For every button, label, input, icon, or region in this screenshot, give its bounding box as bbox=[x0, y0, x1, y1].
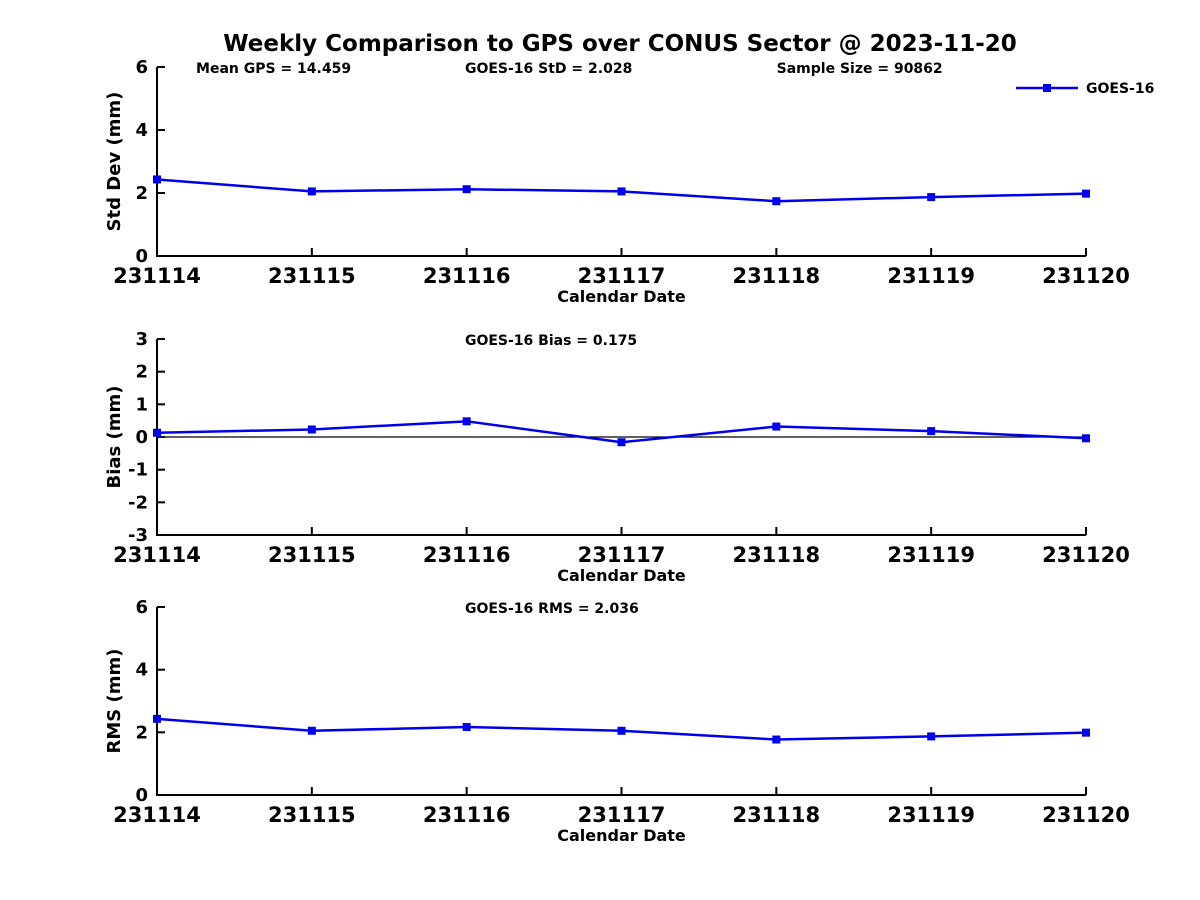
y-tick-label: 2 bbox=[135, 183, 148, 204]
y-tick-label: 0 bbox=[135, 246, 148, 267]
data-point-marker bbox=[1082, 434, 1090, 443]
legend-label: GOES-16 bbox=[1086, 81, 1154, 97]
y-tick-label: -3 bbox=[128, 525, 148, 546]
data-point-marker bbox=[617, 187, 626, 196]
x-tick-label: 231118 bbox=[732, 803, 820, 827]
y-tick-label: 0 bbox=[135, 785, 148, 806]
data-point-marker bbox=[1082, 728, 1090, 737]
data-point-marker bbox=[772, 197, 781, 206]
data-point-marker bbox=[617, 438, 626, 447]
x-tick-label: 231120 bbox=[1042, 543, 1130, 567]
annotation: GOES-16 Bias = 0.175 bbox=[465, 333, 637, 349]
y-axis-label: RMS (mm) bbox=[104, 649, 125, 754]
x-tick-label: 231116 bbox=[423, 803, 511, 827]
x-axis-label: Calendar Date bbox=[557, 287, 686, 306]
x-tick-label: 231117 bbox=[578, 543, 666, 567]
data-point-marker bbox=[772, 422, 781, 431]
annotation: Sample Size = 90862 bbox=[777, 61, 943, 77]
x-tick-label: 231119 bbox=[887, 543, 975, 567]
data-point-marker bbox=[153, 428, 161, 437]
data-point-marker bbox=[307, 425, 316, 434]
y-tick-label: -1 bbox=[128, 460, 148, 481]
x-tick-label: 231115 bbox=[268, 803, 356, 827]
y-tick-label: 4 bbox=[135, 660, 148, 681]
y-tick-label: 2 bbox=[135, 722, 148, 743]
x-tick-label: 231117 bbox=[578, 264, 666, 288]
x-tick-label: 231120 bbox=[1042, 264, 1130, 288]
y-tick-label: 1 bbox=[135, 394, 148, 415]
x-axis-label: Calendar Date bbox=[557, 826, 686, 845]
x-tick-label: 231120 bbox=[1042, 803, 1130, 827]
x-tick-label: 231115 bbox=[268, 264, 356, 288]
data-point-marker bbox=[307, 187, 316, 196]
x-tick-label: 231119 bbox=[887, 264, 975, 288]
axis-spines bbox=[156, 67, 1086, 257]
x-tick-label: 231114 bbox=[113, 264, 201, 288]
x-tick-label: 231114 bbox=[113, 543, 201, 567]
annotation: Mean GPS = 14.459 bbox=[196, 61, 351, 77]
data-point-marker bbox=[772, 735, 781, 744]
data-point-marker bbox=[462, 723, 471, 732]
annotation: GOES-16 RMS = 2.036 bbox=[465, 601, 639, 617]
data-point-marker bbox=[153, 714, 161, 723]
x-tick-label: 231118 bbox=[732, 543, 820, 567]
y-tick-label: -2 bbox=[128, 492, 148, 513]
y-axis-label: Std Dev (mm) bbox=[104, 92, 125, 232]
x-tick-label: 231119 bbox=[887, 803, 975, 827]
y-tick-label: 3 bbox=[135, 329, 148, 350]
y-tick-label: 6 bbox=[135, 597, 148, 618]
x-axis-label: Calendar Date bbox=[557, 566, 686, 585]
x-tick-label: 231116 bbox=[423, 264, 511, 288]
y-tick-label: 2 bbox=[135, 362, 148, 383]
annotation: GOES-16 StD = 2.028 bbox=[465, 61, 632, 77]
data-point-marker bbox=[462, 417, 471, 426]
data-point-marker bbox=[927, 732, 936, 741]
y-tick-label: 0 bbox=[135, 427, 148, 448]
data-point-marker bbox=[1082, 189, 1090, 198]
data-point-marker bbox=[153, 175, 161, 184]
subplot-rms: 0 2 4 6 231114 231115 231116 231117 231118 231119… bbox=[104, 597, 1130, 845]
figure-title: Weekly Comparison to GPS over CONUS Sect… bbox=[223, 31, 1017, 57]
data-point-marker bbox=[307, 726, 316, 735]
data-point-marker bbox=[927, 427, 936, 436]
x-tick-label: 231118 bbox=[732, 264, 820, 288]
x-tick-label: 231117 bbox=[578, 803, 666, 827]
legend-marker-icon bbox=[1043, 84, 1051, 92]
x-tick-label: 231116 bbox=[423, 543, 511, 567]
y-tick-label: 6 bbox=[135, 57, 148, 78]
data-point-marker bbox=[462, 185, 471, 194]
data-point-marker bbox=[617, 726, 626, 735]
y-axis-label: Bias (mm) bbox=[104, 386, 125, 489]
x-tick-label: 231114 bbox=[113, 803, 201, 827]
data-point-marker bbox=[927, 193, 936, 202]
subplot-stddev: 0 2 4 6 231114 231115 231116 231117 231118 231119… bbox=[104, 57, 1154, 306]
axis-spines bbox=[156, 607, 1086, 796]
x-tick-label: 231115 bbox=[268, 543, 356, 567]
subplot-bias: -3 -2 -1 0 1 2 3 231114 231115 231116 231117 231118… bbox=[104, 329, 1130, 585]
y-tick-label: 4 bbox=[135, 120, 148, 141]
